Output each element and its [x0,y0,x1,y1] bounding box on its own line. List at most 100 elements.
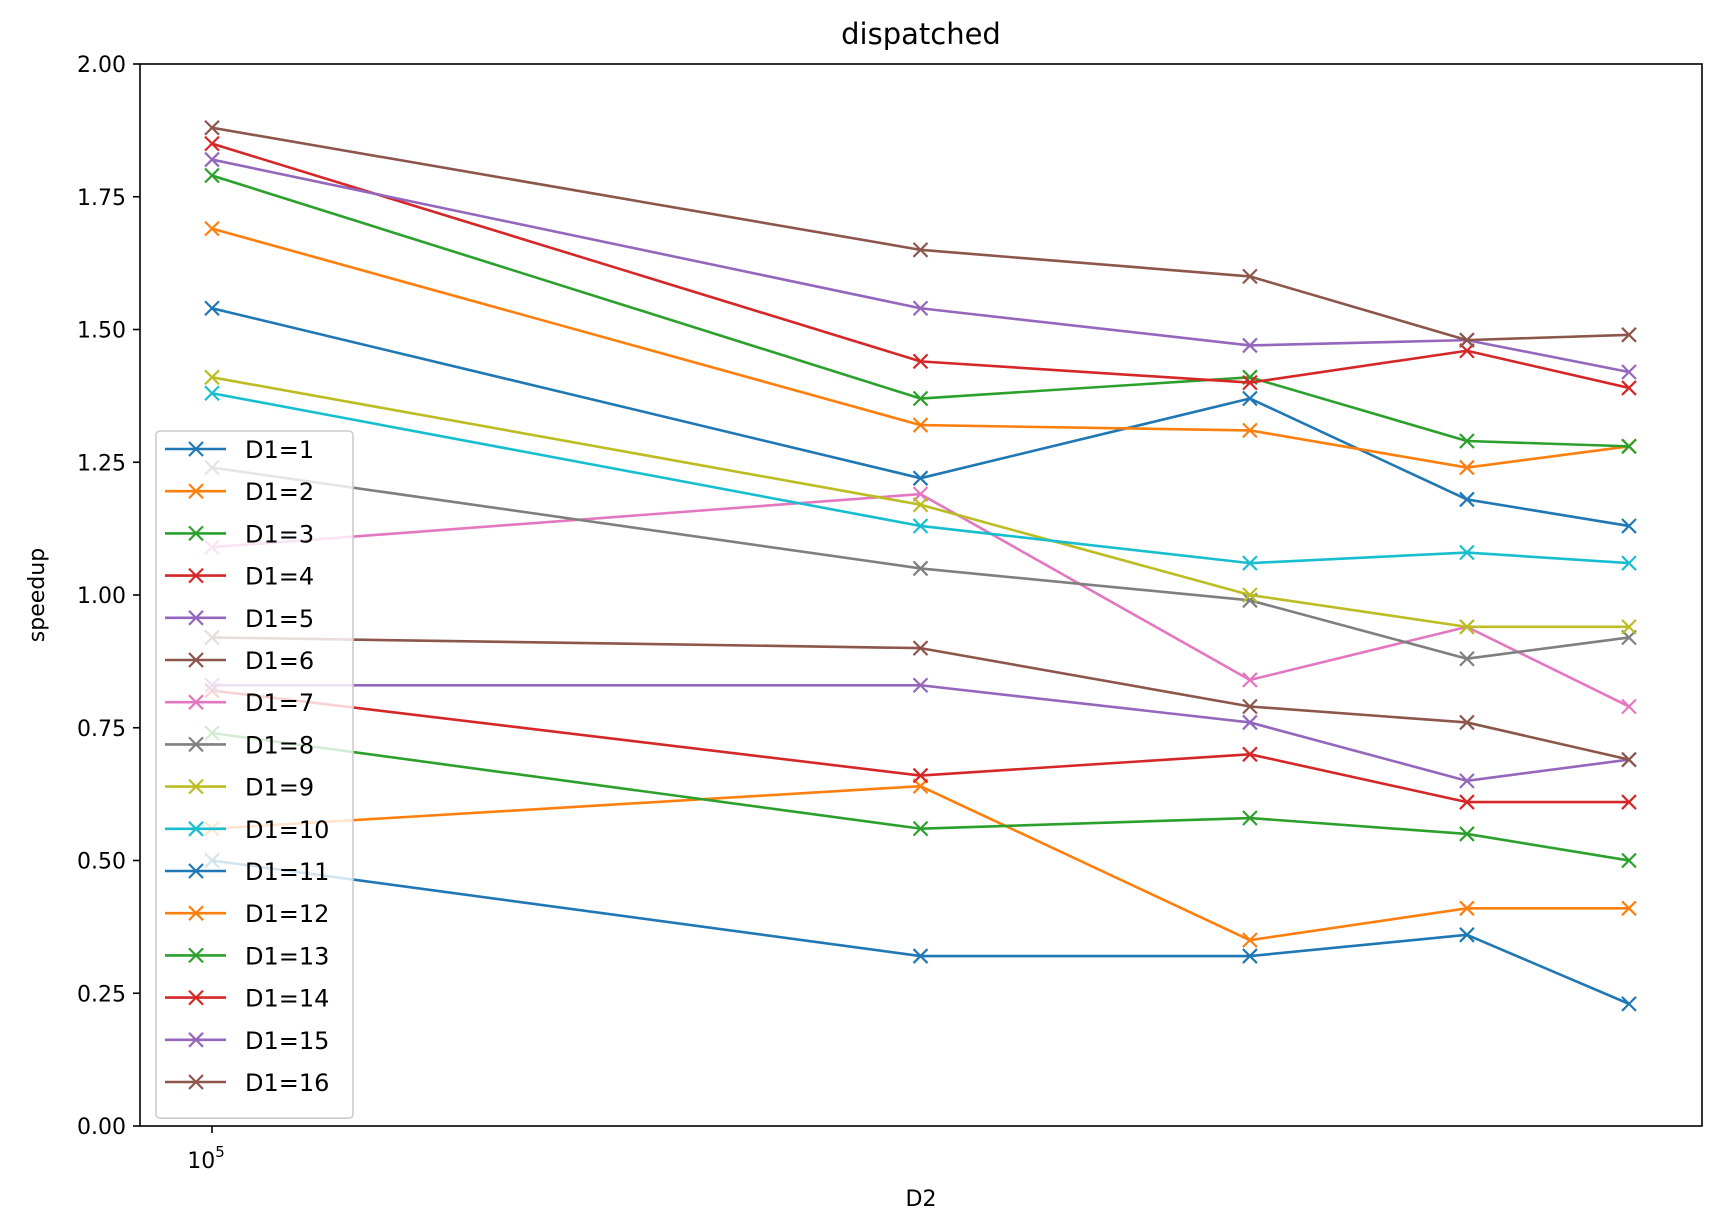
legend-item: D1=4 [165,563,314,591]
series-d1-3 [204,167,1637,455]
legend-label: D1=16 [245,1069,329,1097]
legend-label: D1=15 [245,1027,329,1055]
legend-item: D1=10 [165,816,329,844]
data-point-marker [1621,619,1637,635]
y-axis-title: speedup [25,548,50,642]
data-point-marker [1621,327,1637,343]
x-tick-label: 105 [187,1143,225,1174]
data-point-marker [1459,900,1475,917]
data-point-marker [1621,852,1637,869]
data-point-marker [1242,672,1258,688]
legend-swatch-marker [188,441,204,457]
legend-item: D1=12 [165,900,329,928]
data-point-marker [912,518,929,534]
legend-label: D1=8 [245,731,314,759]
data-point-marker [204,385,220,401]
legend-item: D1=7 [165,689,314,717]
data-point-marker [1242,746,1258,763]
data-point-marker [1621,518,1637,534]
data-point-marker [204,369,220,386]
legend-item: D1=3 [165,520,314,548]
data-point-marker [204,300,220,317]
data-point-marker [912,390,929,407]
legend-label: D1=5 [245,605,314,633]
legend-swatch-marker [188,905,204,921]
legend-item: D1=1 [165,436,314,464]
legend-label: D1=2 [245,478,314,506]
data-point-marker [1242,422,1258,439]
legend-label: D1=7 [245,689,314,717]
legend-item: D1=11 [165,858,329,886]
legend-item: D1=9 [165,774,314,802]
legend-swatch-marker [188,525,204,542]
data-point-marker [912,948,929,964]
data-point-marker [1242,810,1258,826]
legend-item: D1=13 [165,942,329,970]
legend-label: D1=1 [245,436,314,464]
legend-item: D1=6 [165,647,314,675]
data-point-marker [1459,650,1475,667]
data-point-marker [1242,374,1258,391]
data-point-marker [1621,794,1637,810]
legend-swatch-marker [188,736,204,753]
data-point-marker [912,677,929,694]
x-axis: 105 [187,1126,225,1174]
data-point-marker [912,767,929,784]
data-point-marker [912,417,929,433]
data-point-marker [1242,587,1258,603]
data-point-marker [1459,332,1475,348]
legend-label: D1=4 [245,563,314,591]
data-point-marker [1242,268,1258,285]
y-axis: 0.00 0.25 0.50 0.75 1.00 1.25 1.50 1.75 2.00 [77,53,140,1140]
legend-swatch-marker [188,1032,204,1048]
data-point-marker [204,220,220,237]
data-point-marker [1621,996,1637,1012]
legend-swatch-marker [188,483,204,499]
data-point-marker [1621,555,1637,571]
data-point-marker [1242,555,1258,571]
data-point-marker [1242,932,1258,948]
legend-label: D1=3 [245,520,314,548]
y-tick-label: 1.75 [77,186,126,211]
y-tick-label: 0.00 [77,1115,126,1140]
legend-label: D1=13 [245,942,329,970]
data-point-marker [1459,927,1475,943]
data-point-marker [1242,337,1258,354]
data-point-marker [1459,773,1475,789]
series-d1-8 [204,459,1637,667]
series-d1-10 [204,385,1637,571]
data-point-marker [1621,364,1637,380]
data-point-marker [912,353,929,370]
legend-item: D1=14 [165,985,329,1013]
legend-item: D1=8 [165,731,314,759]
legend-swatch-marker [188,1074,204,1090]
y-tick-label: 2.00 [77,53,126,78]
y-tick-label: 1.50 [77,319,126,344]
y-tick-label: 0.75 [77,717,126,742]
data-point-marker [912,496,929,513]
legend-swatch-marker [188,863,204,879]
y-tick-label: 1.00 [77,584,126,609]
data-point-marker [912,640,929,656]
data-point-marker [1242,714,1258,731]
legend-label: D1=14 [245,985,329,1013]
chart-title: dispatched [841,17,1001,51]
legend-item: D1=15 [165,1027,329,1055]
data-point-marker [1459,433,1475,449]
data-point-marker [1459,794,1475,810]
x-tick-exponent: 5 [215,1143,225,1161]
data-point-marker [204,119,220,136]
legend-swatch-marker [188,652,204,668]
data-point-marker [1242,948,1258,964]
y-tick-label: 0.25 [77,982,126,1007]
legend-swatch-marker [188,989,204,1006]
data-point-marker [912,242,929,258]
data-point-marker [1242,698,1258,715]
data-point-marker [1621,751,1637,768]
legend-label: D1=9 [245,774,314,802]
data-point-marker [912,560,929,577]
data-point-marker [1459,826,1475,842]
legend-item: D1=2 [165,478,314,506]
legend-swatch-marker [188,610,204,626]
